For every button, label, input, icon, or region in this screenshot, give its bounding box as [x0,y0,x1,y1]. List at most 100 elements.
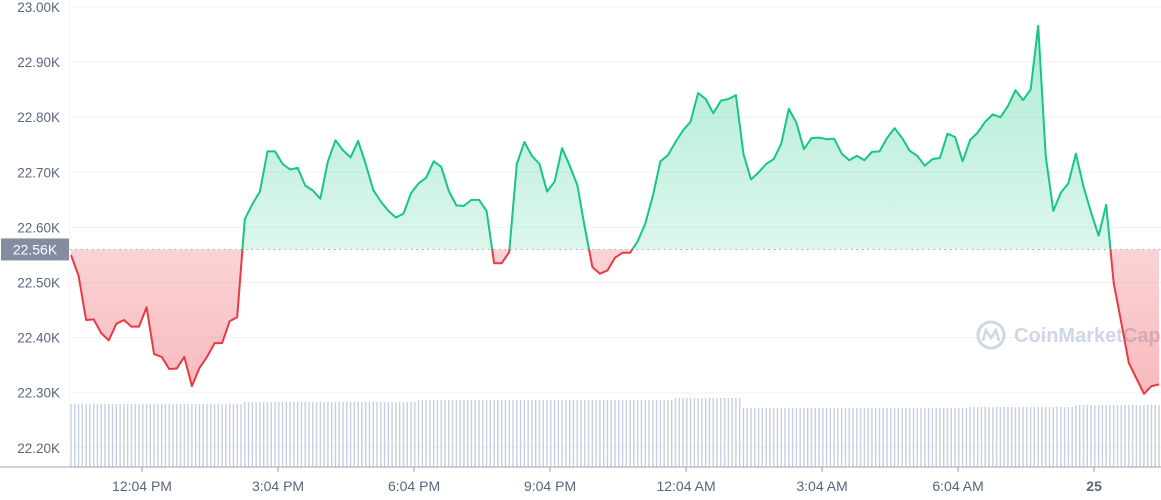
volume-bar [1139,405,1141,467]
volume-bar [81,404,84,467]
volume-bar [973,407,975,467]
volume-bar [905,408,907,467]
volume-bar [1018,407,1020,467]
volume-bar [780,408,782,467]
volume-bar [485,400,488,467]
volume-bar [221,404,223,467]
volume-bar [361,402,363,467]
volume-bar [852,408,854,467]
volume-bar [414,402,416,467]
volume-bar [497,400,499,467]
volume-bar [825,408,828,467]
volume-bar [992,407,994,467]
volume-bar [323,402,325,467]
volume-bar [776,408,779,467]
volume-bar [1150,405,1153,467]
volume-bar [610,400,612,467]
volume-bar [950,408,952,467]
volume-bar [153,404,155,467]
volume-bar [213,404,216,467]
y-tick-label: 22.90K [17,55,60,70]
volume-bar [671,400,673,467]
volume-bar [731,398,733,467]
volume-bar [720,398,722,467]
volume-bar [584,400,586,467]
volume-bar [538,400,541,467]
volume-bar [466,400,469,467]
volume-bar [882,408,884,467]
volume-bar [633,400,635,467]
volume-bar [1048,407,1051,467]
volume-bar [807,408,809,467]
volume-bar [1071,407,1073,467]
volume-bar [810,408,813,467]
volume-bar [799,408,801,467]
volume-bar [383,402,386,467]
volume-bar [96,404,99,467]
volume-bar [844,408,847,467]
volume-bar [138,404,140,467]
volume-bar [648,400,650,467]
volume-bar [818,408,820,467]
volume-bar [508,400,510,467]
volume-bar [988,407,990,467]
x-axis: 12:04 PM 3:04 PM 6:04 PM 9:04 PM 12:04 AM 3:0… [112,467,1102,494]
volume-bar [123,404,125,467]
volume-bar [791,408,794,467]
volume-bar [572,400,575,467]
volume-bar [1003,407,1005,467]
volume-bar [1158,405,1160,467]
volume-bar [202,404,204,467]
volume-bar [708,398,711,467]
volume-bar [969,407,971,467]
x-tick-label: 6:04 PM [388,478,440,494]
volume-bar [863,408,866,467]
volume-bar [387,402,390,467]
volume-bar [1033,407,1036,467]
volume-bar [1101,405,1104,467]
volume-bar [841,408,843,467]
volume-bar [1082,405,1085,467]
volume-bar [115,404,118,467]
volume-bar [1037,407,1039,467]
volume-bar [614,400,616,467]
volume-bar [244,402,246,467]
volume-bar [1026,407,1028,467]
volume-bar [833,408,835,467]
volume-bar [727,398,730,467]
volume-bar [565,400,567,467]
volume-bar [77,404,80,467]
volume-bar [429,400,431,467]
volume-bar [625,400,628,467]
volume-bar [463,400,465,467]
volume-bar [1116,405,1119,467]
volume-bar [519,400,522,467]
volume-bar [682,398,684,467]
volume-bar [304,402,306,467]
volume-bar [534,400,537,467]
y-tick-label: 22.40K [17,331,60,346]
volume-bar [943,408,945,467]
volume-bar [398,402,401,467]
volume-bar [587,400,590,467]
volume-bar [512,400,514,467]
volume-bar [848,408,850,467]
volume-bar [349,402,352,467]
volume-bar [705,398,707,467]
volume-bar [402,402,405,467]
volume-bar [746,408,748,467]
volume-bar [523,400,526,467]
volume-bar [765,408,767,467]
volume-bar [912,408,915,467]
volume-bar [1007,407,1009,467]
volume-bar [319,402,322,467]
volume-bar [187,404,189,467]
price-line-below [70,249,1160,395]
volume-bar [606,400,609,467]
volume-bar [886,408,888,467]
volume-bars [70,398,1160,467]
x-tick-label: 12:04 AM [656,478,715,494]
volume-bar [1131,405,1134,467]
volume-bar [1105,405,1107,467]
x-tick-label: 6:04 AM [932,478,983,494]
